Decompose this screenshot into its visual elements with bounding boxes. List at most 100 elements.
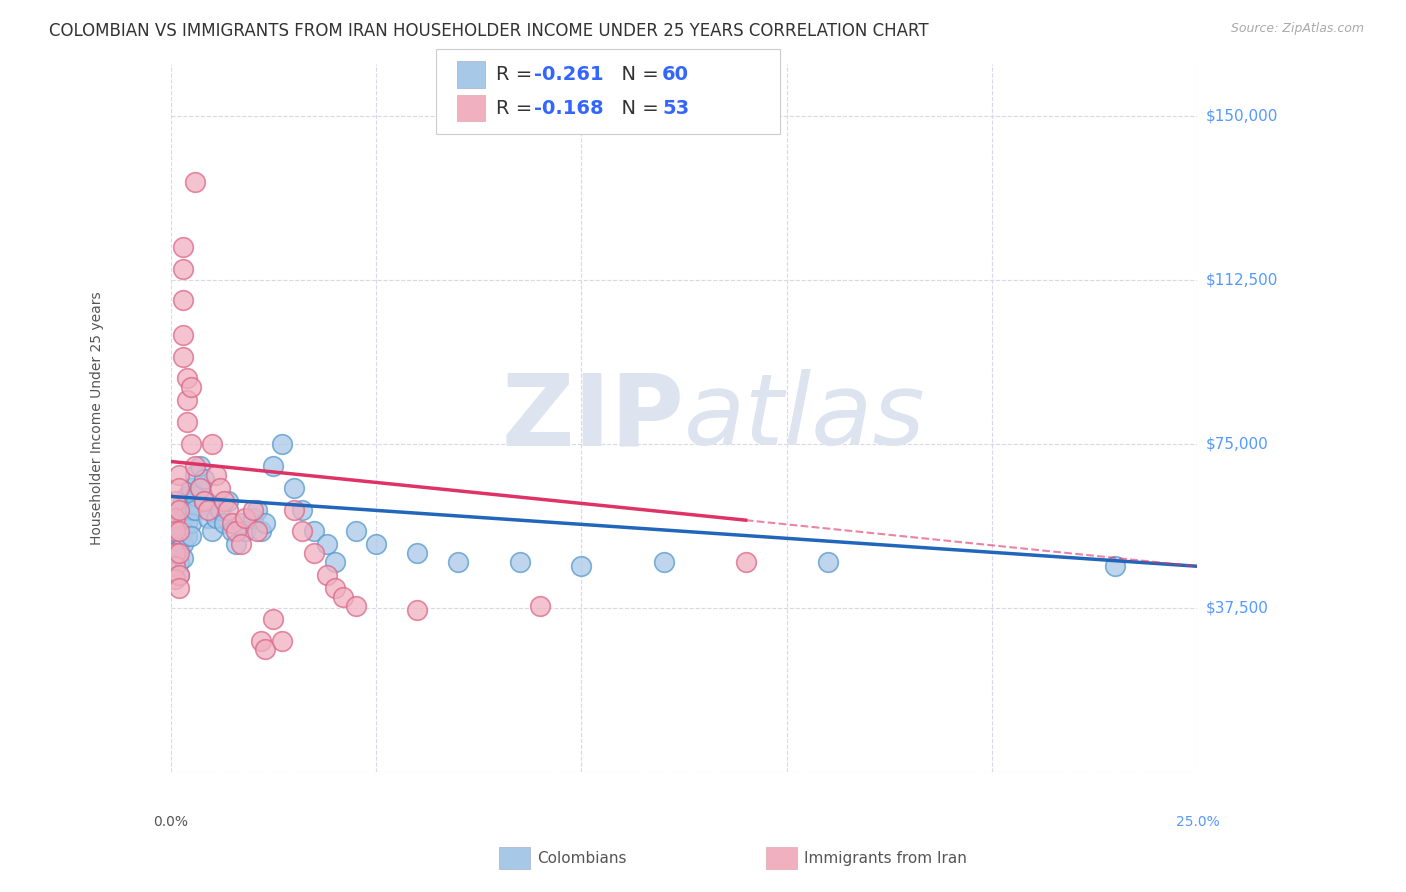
Point <box>270 437 292 451</box>
Text: $37,500: $37,500 <box>1205 600 1268 615</box>
Text: R =: R = <box>496 99 538 118</box>
Text: 0.0%: 0.0% <box>153 815 188 830</box>
Point <box>262 458 284 473</box>
Point <box>291 502 314 516</box>
Point <box>184 458 207 473</box>
Point <box>208 481 231 495</box>
Point <box>193 493 215 508</box>
Point <box>188 458 211 473</box>
Point <box>270 633 292 648</box>
Point <box>172 550 194 565</box>
Point <box>262 612 284 626</box>
Point <box>447 555 470 569</box>
Text: $112,500: $112,500 <box>1205 273 1278 288</box>
Point <box>193 472 215 486</box>
Point <box>180 529 202 543</box>
Point <box>315 537 337 551</box>
Point <box>242 502 264 516</box>
Text: ZIP: ZIP <box>501 369 685 467</box>
Point <box>212 493 235 508</box>
Point <box>291 524 314 539</box>
Point <box>167 502 190 516</box>
Text: 25.0%: 25.0% <box>1175 815 1219 830</box>
Point <box>180 502 202 516</box>
Text: 53: 53 <box>662 99 689 118</box>
Point <box>163 546 186 560</box>
Point <box>167 481 190 495</box>
Text: Immigrants from Iran: Immigrants from Iran <box>804 851 967 865</box>
Point <box>201 437 224 451</box>
Text: 60: 60 <box>662 65 689 84</box>
Point <box>180 380 202 394</box>
Point <box>332 590 354 604</box>
Point <box>529 599 551 613</box>
Point <box>163 537 186 551</box>
Text: -0.261: -0.261 <box>534 65 605 84</box>
Point <box>250 524 273 539</box>
Point <box>176 502 198 516</box>
Point <box>172 524 194 539</box>
Point <box>242 511 264 525</box>
Point <box>197 502 219 516</box>
Point <box>571 559 593 574</box>
Point <box>167 568 190 582</box>
Point <box>233 524 256 539</box>
Point <box>254 516 277 530</box>
Point <box>163 511 186 525</box>
Text: -0.168: -0.168 <box>534 99 605 118</box>
Point <box>172 493 194 508</box>
Point <box>221 524 243 539</box>
Point <box>233 511 256 525</box>
Point <box>167 568 190 582</box>
Point <box>167 524 190 539</box>
Point <box>246 524 269 539</box>
Point <box>304 524 326 539</box>
Point <box>344 599 367 613</box>
Point <box>184 490 207 504</box>
Point <box>217 502 239 516</box>
Point <box>229 516 252 530</box>
Point <box>176 393 198 408</box>
Point <box>167 467 190 482</box>
Point <box>323 581 346 595</box>
Point <box>163 559 186 574</box>
Point <box>167 502 190 516</box>
Point <box>167 516 190 530</box>
Point <box>406 603 429 617</box>
Point <box>1104 559 1126 574</box>
Point <box>283 481 305 495</box>
Point <box>176 516 198 530</box>
Point <box>212 516 235 530</box>
Point <box>172 511 194 525</box>
Point <box>225 537 247 551</box>
Point <box>221 516 243 530</box>
Text: R =: R = <box>496 65 538 84</box>
Point <box>283 502 305 516</box>
Text: COLOMBIAN VS IMMIGRANTS FROM IRAN HOUSEHOLDER INCOME UNDER 25 YEARS CORRELATION : COLOMBIAN VS IMMIGRANTS FROM IRAN HOUSEH… <box>49 22 929 40</box>
Point <box>184 467 207 482</box>
Point <box>229 537 252 551</box>
Point <box>163 493 186 508</box>
Point <box>217 493 239 508</box>
Point <box>364 537 387 551</box>
Text: $75,000: $75,000 <box>1205 436 1268 451</box>
Point <box>180 516 202 530</box>
Point <box>167 581 190 595</box>
Point <box>304 546 326 560</box>
Point <box>167 529 190 543</box>
Text: atlas: atlas <box>685 369 925 467</box>
Point <box>163 524 186 539</box>
Text: N =: N = <box>609 65 665 84</box>
Point <box>172 293 194 307</box>
Point <box>344 524 367 539</box>
Point <box>163 573 186 587</box>
Point <box>652 555 675 569</box>
Point <box>205 511 228 525</box>
Point <box>184 502 207 516</box>
Point <box>184 175 207 189</box>
Point <box>197 511 219 525</box>
Point <box>163 524 186 539</box>
Point <box>406 546 429 560</box>
Point <box>176 371 198 385</box>
Text: $150,000: $150,000 <box>1205 109 1278 124</box>
